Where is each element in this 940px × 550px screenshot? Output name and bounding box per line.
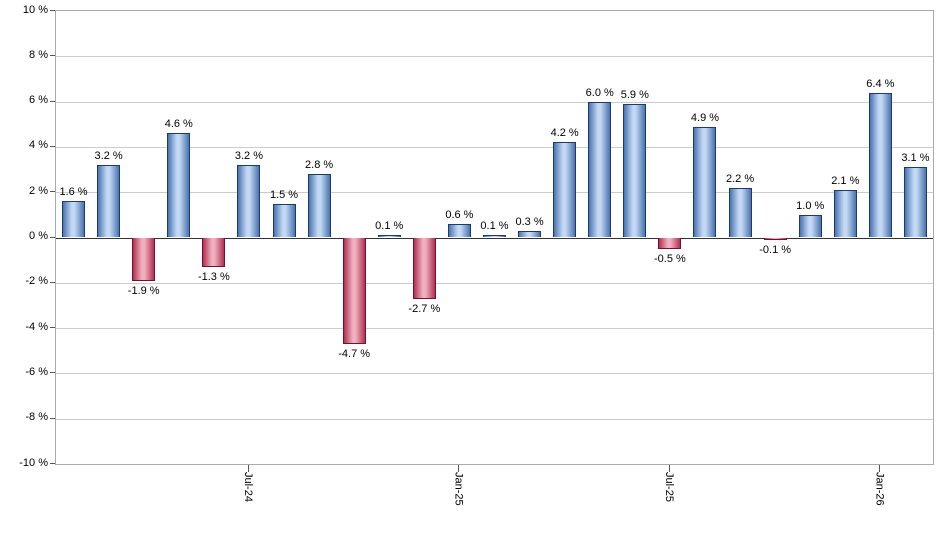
bar-value-label: 1.5 %	[269, 188, 299, 201]
y-axis-tick	[50, 327, 55, 328]
x-tick-label: Jan-25	[452, 472, 465, 506]
bar	[412, 237, 436, 299]
y-tick-label: -6 %	[25, 365, 48, 378]
bar	[658, 237, 682, 249]
bar-value-label: 2.8 %	[305, 159, 334, 172]
bar	[693, 126, 717, 238]
x-tick-label: Jul-25	[662, 472, 675, 502]
gridline	[56, 102, 933, 103]
bar	[868, 92, 892, 238]
y-tick-label: -4 %	[25, 320, 48, 333]
bar	[132, 237, 156, 281]
y-axis-tick	[50, 418, 55, 419]
bar-value-label: -1.3 %	[197, 270, 230, 283]
x-axis-tick	[879, 465, 880, 472]
bar	[553, 142, 577, 238]
y-tick-label: 10 %	[22, 3, 48, 16]
y-tick-label: 0 %	[29, 230, 48, 242]
gridline	[56, 419, 933, 420]
bar	[447, 223, 471, 238]
y-axis-tick	[50, 372, 55, 373]
bar	[763, 237, 787, 240]
x-axis-tick	[458, 465, 459, 472]
bar	[307, 174, 331, 238]
bar	[377, 235, 401, 238]
y-axis-tick	[50, 146, 55, 147]
y-tick-label: 2 %	[29, 184, 48, 197]
bar-value-label: 3.2 %	[94, 150, 123, 163]
bar	[97, 165, 121, 238]
y-axis-tick	[50, 101, 55, 102]
gridline	[56, 56, 933, 57]
bar-value-label: 3.2 %	[234, 150, 264, 163]
bar	[798, 214, 822, 238]
y-tick-label: -10 %	[19, 456, 48, 469]
bar-value-label: 6.4 %	[866, 77, 895, 90]
bar	[903, 167, 927, 238]
x-axis-tick	[248, 465, 249, 472]
bar-value-label: 1.6 %	[59, 186, 88, 199]
y-axis-tick	[50, 191, 55, 192]
bar-value-label: 2.1 %	[831, 174, 860, 187]
gridline	[56, 373, 933, 374]
bar	[623, 103, 647, 238]
bar-value-label: 2.2 %	[725, 172, 755, 185]
bar	[833, 189, 857, 238]
gridline	[56, 147, 933, 148]
bar	[588, 101, 612, 238]
y-axis-tick	[50, 237, 55, 238]
bar-value-label: 0.1 %	[480, 220, 509, 233]
bar-value-label: 6.0 %	[585, 86, 614, 99]
bar-value-label: 0.3 %	[515, 215, 544, 228]
bar	[518, 230, 542, 238]
bar-value-label: -4.7 %	[338, 347, 371, 360]
y-tick-label: 8 %	[29, 48, 48, 61]
bar	[342, 237, 366, 344]
x-tick-label: Jul-24	[241, 472, 254, 502]
gridline	[56, 192, 933, 193]
y-axis-tick	[50, 282, 55, 283]
bar	[483, 235, 506, 238]
bar-value-label: 0.1 %	[375, 220, 404, 233]
bar-value-label: 0.6 %	[445, 208, 474, 221]
y-axis-tick	[50, 55, 55, 56]
bar-value-label: 3.1 %	[901, 152, 930, 165]
bar-value-label: -0.1 %	[759, 243, 792, 256]
bar	[237, 165, 261, 238]
y-tick-label: -2 %	[25, 275, 48, 288]
x-tick-label: Jan-26	[873, 472, 886, 506]
gridline	[56, 283, 933, 284]
zero-line	[56, 238, 933, 239]
x-axis-tick	[669, 465, 670, 472]
bar	[272, 203, 296, 238]
y-tick-label: 6 %	[29, 94, 48, 107]
bar	[202, 237, 226, 267]
plot-area: 1.6 % 3.2 % -1.9 % 4.6 % -1.3 % 3.2 % 1.5 % 2.8…	[55, 10, 934, 465]
bar-value-label: -2.7 %	[408, 302, 441, 315]
bar	[728, 187, 752, 238]
bar-value-label: -1.9 %	[127, 284, 160, 297]
bar	[62, 201, 86, 238]
gridline	[56, 328, 933, 329]
bar-value-label: 4.6 %	[164, 118, 193, 131]
y-axis-tick	[50, 10, 55, 11]
bar-value-label: 5.9 %	[620, 88, 649, 101]
bar-value-label: -0.5 %	[653, 252, 686, 265]
y-axis-tick	[50, 463, 55, 464]
bar-value-label: 4.9 %	[690, 111, 720, 124]
bar-value-label: 4.2 %	[550, 127, 579, 140]
bar-value-label: 1.0 %	[796, 199, 825, 212]
y-tick-label: 4 %	[29, 139, 48, 152]
y-tick-label: -8 %	[25, 411, 48, 424]
bar	[167, 133, 191, 238]
